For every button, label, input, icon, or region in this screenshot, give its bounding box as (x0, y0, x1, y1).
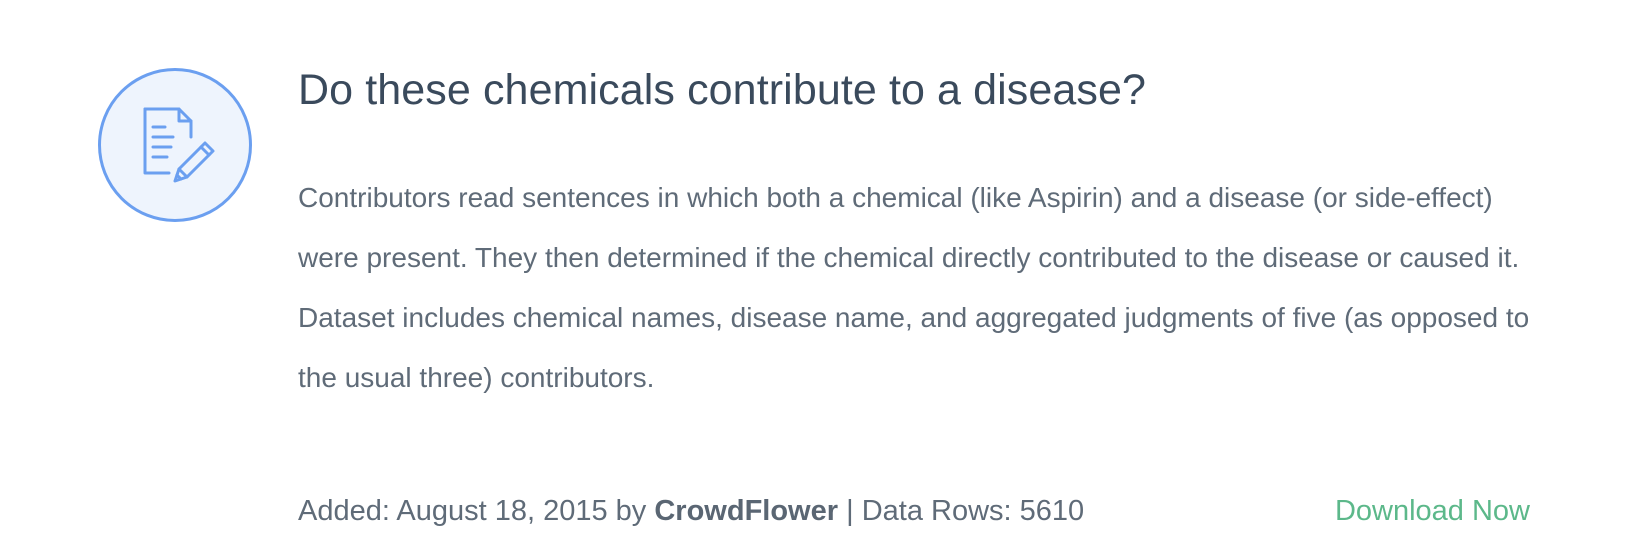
added-label: Added: (298, 495, 397, 527)
document-edit-icon (98, 68, 252, 222)
added-date: August 18, 2015 (396, 495, 608, 527)
dataset-description: Contributors read sentences in which bot… (298, 182, 1530, 393)
by-label: by (607, 495, 655, 527)
author-name: CrowdFlower (654, 495, 839, 527)
data-rows-label: Data Rows: (861, 495, 1020, 527)
dataset-meta: Added: August 18, 2015 by CrowdFlower | … (298, 495, 1084, 528)
dataset-title: Do these chemicals contribute to a disea… (298, 66, 1147, 114)
data-rows-value: 5610 (1019, 495, 1085, 527)
download-now-link[interactable]: Download Now (1334, 495, 1530, 527)
meta-separator: | (838, 495, 862, 527)
